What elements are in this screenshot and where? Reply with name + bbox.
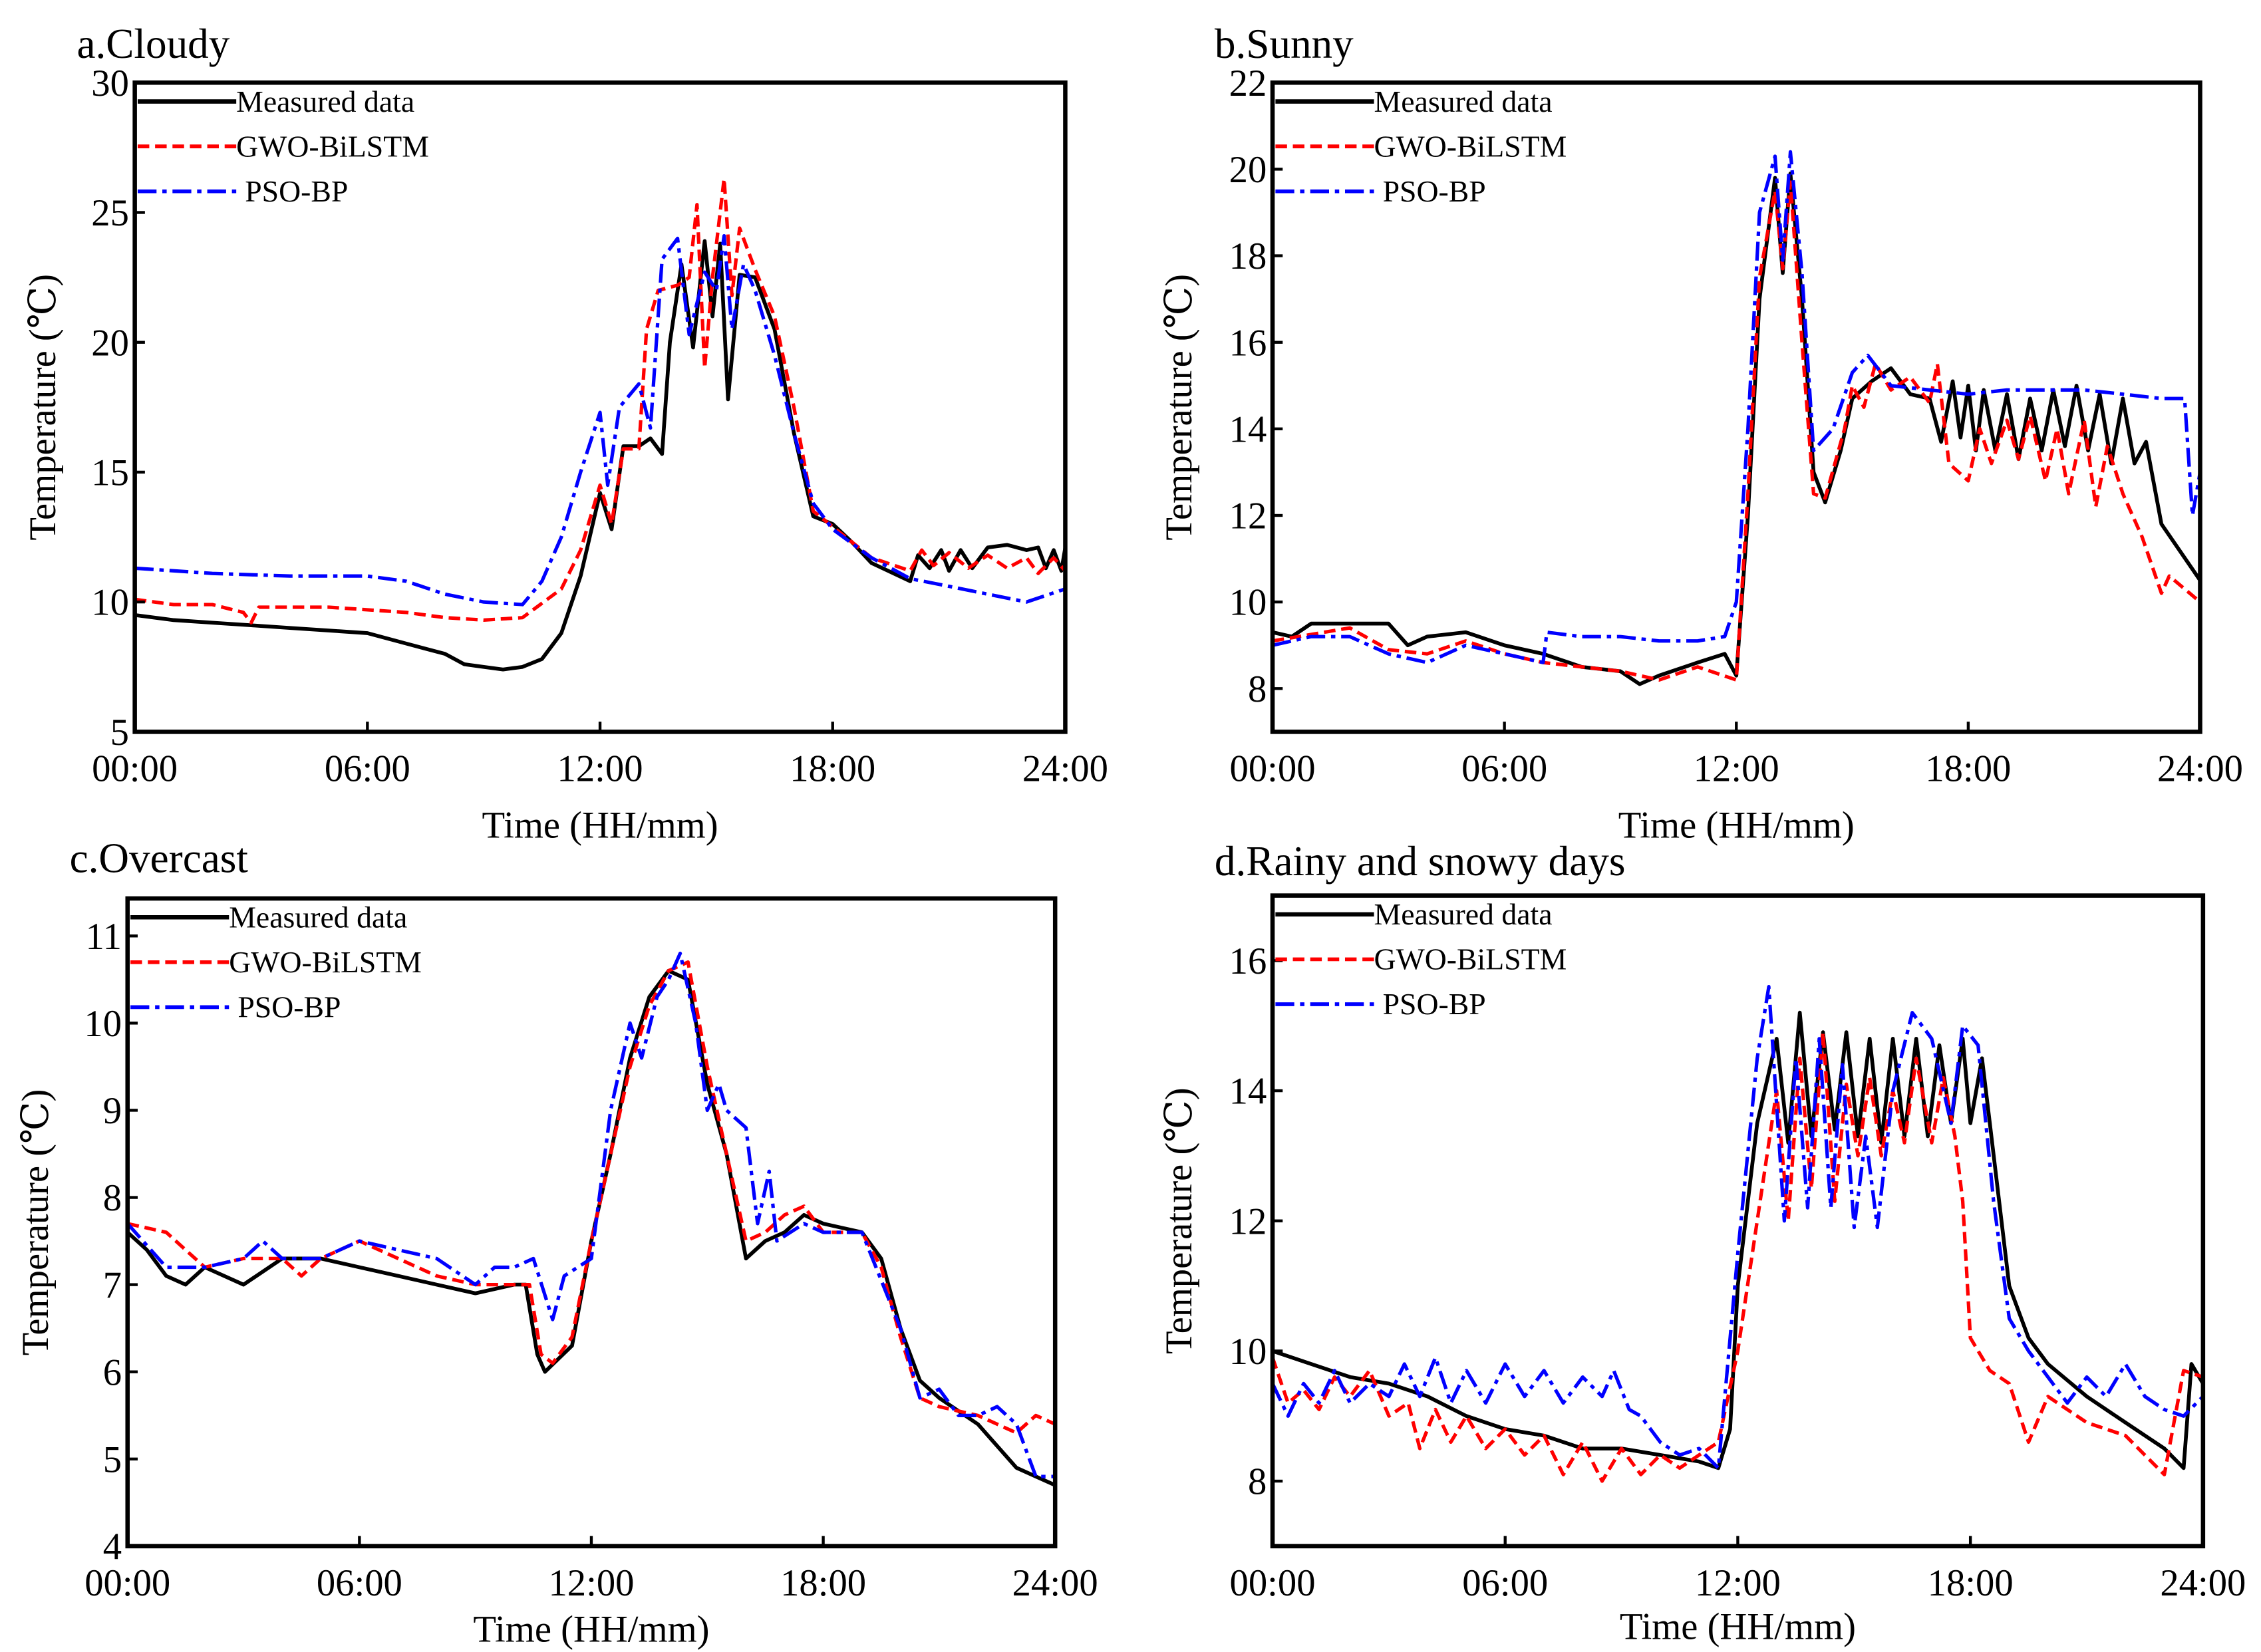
x-tick-label: 24:00 bbox=[2160, 1563, 2246, 1604]
y-axis-label: Temperature (℃) bbox=[1159, 1087, 1200, 1354]
series-line-pso-bp bbox=[127, 951, 1056, 1478]
series-line-gwo-bilstm bbox=[134, 177, 1066, 624]
legend: Measured data GWO-BiLSTM PSO-BP bbox=[1275, 897, 1567, 1021]
legend-label: GWO-BiLSTM bbox=[1374, 129, 1567, 163]
x-axis-label: Time (HH/mm) bbox=[1618, 805, 1855, 846]
y-tick-label: 9 bbox=[103, 1091, 122, 1132]
x-tick-label: 06:00 bbox=[1462, 1563, 1548, 1604]
panel-rainy-snowy: d.Rainy and snowy days 00:00 06:00 12:00 18:… bbox=[1159, 838, 2246, 1647]
x-tick-label: 12:00 bbox=[1695, 1563, 1781, 1604]
legend-label: GWO-BiLSTM bbox=[236, 129, 429, 163]
series-line-pso-bp bbox=[1273, 985, 2203, 1470]
y-tick-label: 22 bbox=[1229, 63, 1267, 104]
y-axis-label: Temperature (℃) bbox=[23, 274, 64, 541]
legend: Measured data GWO-BiLSTM PSO-BP bbox=[137, 84, 429, 208]
y-tick-label: 18 bbox=[1229, 236, 1267, 277]
x-tick-label: 12:00 bbox=[548, 1563, 634, 1604]
series-line-measured-data bbox=[1273, 172, 2200, 686]
x-tick-label: 06:00 bbox=[1461, 748, 1547, 789]
x-axis-label: Time (HH/mm) bbox=[482, 805, 718, 846]
y-tick-label: 6 bbox=[103, 1352, 122, 1393]
legend: Measured data GWO-BiLSTM PSO-BP bbox=[1275, 84, 1567, 208]
x-tick-label: 12:00 bbox=[557, 748, 643, 789]
y-tick-label: 12 bbox=[1229, 1201, 1267, 1242]
panel-sunny: b.Sunny 00:00 06:00 12:00 18:00 24:00 8 10 12 14 1… bbox=[1159, 21, 2243, 846]
y-tick-label: 8 bbox=[1248, 1462, 1267, 1503]
legend: Measured data GWO-BiLSTM PSO-BP bbox=[130, 900, 422, 1024]
y-tick-label: 20 bbox=[91, 323, 129, 364]
y-tick-label: 30 bbox=[91, 63, 129, 104]
series-line-gwo-bilstm bbox=[1273, 180, 2200, 682]
chart-title: b.Sunny bbox=[1215, 21, 1354, 67]
y-tick-label: 10 bbox=[1229, 1331, 1267, 1373]
x-axis-label: Time (HH/mm) bbox=[1620, 1606, 1856, 1647]
series-line-pso-bp bbox=[1273, 150, 2200, 664]
x-tick-label: 18:00 bbox=[780, 1563, 866, 1604]
x-tick-label: 06:00 bbox=[317, 1563, 402, 1604]
legend-label: PSO-BP bbox=[1383, 174, 1486, 208]
series-line-measured-data bbox=[1273, 1010, 2203, 1470]
legend-label: Measured data bbox=[1374, 84, 1553, 118]
series-line-gwo-bilstm bbox=[1273, 1030, 2203, 1483]
legend-label: PSO-BP bbox=[245, 174, 348, 208]
x-tick-label: 00:00 bbox=[84, 1563, 170, 1604]
x-axis-label: Time (HH/mm) bbox=[473, 1609, 709, 1651]
legend-label: PSO-BP bbox=[1383, 987, 1486, 1021]
y-tick-label: 10 bbox=[84, 1004, 122, 1045]
y-tick-label: 16 bbox=[1229, 323, 1267, 364]
series-line-pso-bp bbox=[134, 233, 1066, 607]
x-tick-label: 18:00 bbox=[1928, 1563, 2014, 1604]
y-tick-label: 8 bbox=[103, 1178, 122, 1219]
legend-label: PSO-BP bbox=[237, 990, 341, 1024]
y-tick-label: 16 bbox=[1229, 941, 1267, 982]
y-tick-label: 5 bbox=[110, 712, 129, 754]
x-tick-label: 12:00 bbox=[1694, 748, 1779, 789]
y-tick-label: 8 bbox=[1248, 669, 1267, 710]
x-tick-label: 18:00 bbox=[1925, 748, 2011, 789]
y-tick-label: 20 bbox=[1229, 150, 1267, 191]
y-tick-label: 25 bbox=[91, 193, 129, 234]
series-line-gwo-bilstm bbox=[127, 960, 1056, 1435]
legend-label: Measured data bbox=[236, 84, 414, 118]
y-axis-label: Temperature (℃) bbox=[15, 1089, 57, 1356]
y-tick-label: 14 bbox=[1229, 1071, 1267, 1113]
legend-label: Measured data bbox=[1374, 897, 1553, 931]
y-tick-label: 10 bbox=[91, 583, 129, 624]
y-tick-label: 10 bbox=[1229, 583, 1267, 624]
y-tick-label: 12 bbox=[1229, 496, 1267, 537]
x-tick-label: 24:00 bbox=[1012, 1563, 1098, 1604]
series-line-measured-data bbox=[127, 968, 1056, 1487]
chart-title: a.Cloudy bbox=[76, 21, 229, 67]
series-line-measured-data bbox=[134, 239, 1066, 672]
y-tick-label: 14 bbox=[1229, 409, 1267, 450]
panel-cloudy: a.Cloudy 00:00 06:00 12:00 18:00 24:00 5 10 15 20… bbox=[23, 21, 1108, 846]
x-tick-label: 24:00 bbox=[1022, 748, 1108, 789]
x-tick-label: 00:00 bbox=[1230, 748, 1316, 789]
x-tick-label: 18:00 bbox=[790, 748, 875, 789]
panel-overcast: c.Overcast 00:00 06:00 12:00 18:00 24:00 4 5 6 7 8… bbox=[15, 835, 1098, 1651]
chart-title: c.Overcast bbox=[70, 835, 249, 882]
y-tick-label: 15 bbox=[91, 453, 129, 494]
legend-label: GWO-BiLSTM bbox=[1374, 942, 1567, 976]
legend-label: Measured data bbox=[229, 900, 407, 934]
x-tick-label: 00:00 bbox=[1230, 1563, 1316, 1604]
y-tick-label: 4 bbox=[103, 1526, 122, 1568]
x-tick-label: 00:00 bbox=[92, 748, 178, 789]
chart-title: d.Rainy and snowy days bbox=[1215, 838, 1626, 885]
y-axis-label: Temperature (℃) bbox=[1159, 274, 1200, 541]
x-tick-label: 06:00 bbox=[325, 748, 410, 789]
y-tick-label: 11 bbox=[85, 916, 122, 958]
y-tick-label: 7 bbox=[103, 1265, 122, 1306]
legend-label: GWO-BiLSTM bbox=[229, 945, 422, 979]
x-tick-label: 24:00 bbox=[2157, 748, 2243, 789]
y-tick-label: 5 bbox=[103, 1439, 122, 1480]
